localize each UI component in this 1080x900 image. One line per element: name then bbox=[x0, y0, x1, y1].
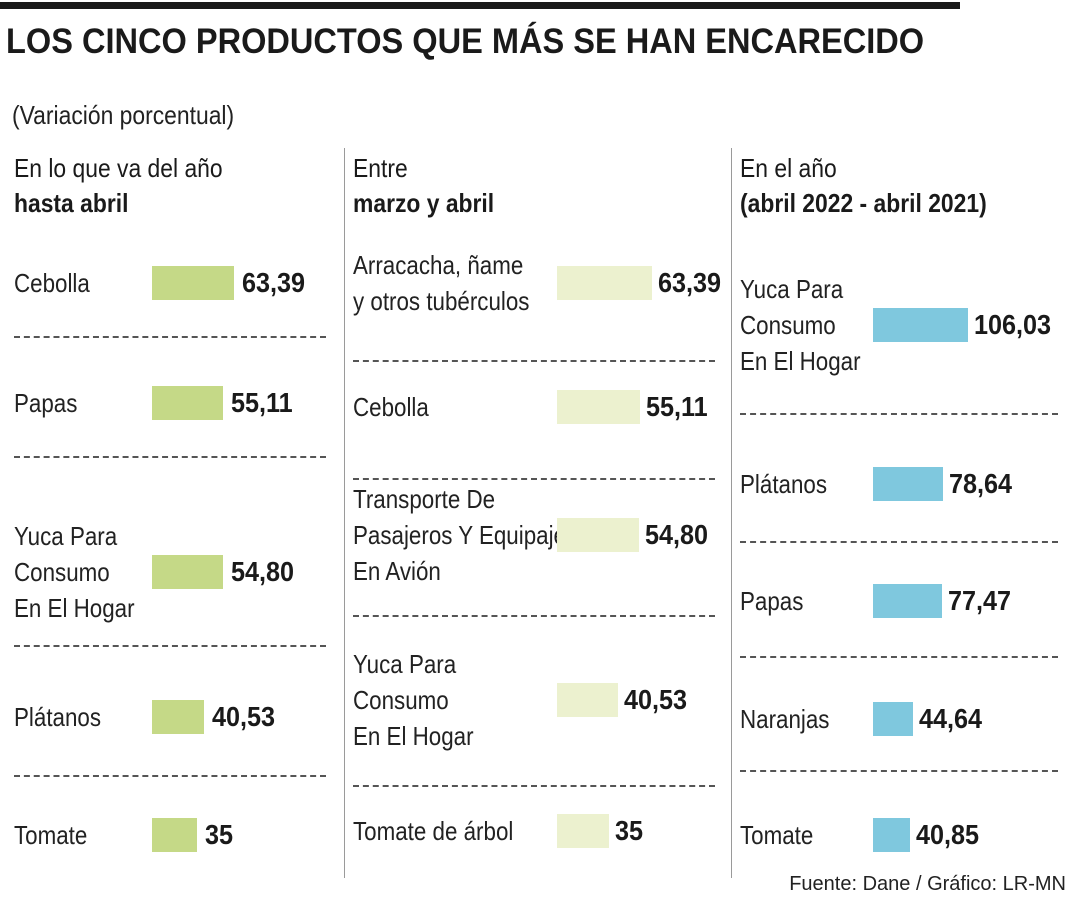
value-label: 78,64 bbox=[949, 468, 1013, 499]
panel-header: Entre marzo y abril bbox=[353, 151, 494, 221]
row-separator bbox=[740, 541, 1058, 543]
bar bbox=[557, 814, 610, 848]
panel-header-line2: hasta abril bbox=[14, 188, 129, 218]
value-label: 63,39 bbox=[242, 267, 306, 298]
category-label: Arracacha, ñame y otros tubérculos bbox=[353, 250, 530, 316]
bar bbox=[873, 584, 943, 618]
row-separator bbox=[14, 645, 326, 647]
category-label: Plátanos bbox=[740, 469, 828, 499]
value-label: 40,53 bbox=[623, 684, 687, 715]
bar bbox=[557, 390, 640, 424]
bar bbox=[873, 308, 968, 342]
category-label: Yuca Para Consumo En El Hogar bbox=[14, 521, 135, 623]
row-separator bbox=[740, 656, 1058, 658]
category-label: Transporte De Pasajeros Y Equipaje En Av… bbox=[353, 484, 566, 586]
row-separator bbox=[14, 775, 326, 777]
value-label: 40,85 bbox=[915, 819, 979, 850]
bar bbox=[557, 266, 652, 300]
category-label: Yuca Para Consumo En El Hogar bbox=[353, 649, 474, 751]
panel-header-line2: (abril 2022 - abril 2021) bbox=[740, 188, 987, 218]
top-rule bbox=[0, 2, 960, 9]
category-label: Tomate bbox=[14, 820, 88, 850]
panel-hasta-abril: En lo que va del año hasta abril Cebolla… bbox=[14, 145, 334, 880]
category-label: Plátanos bbox=[14, 702, 102, 732]
value-label: 63,39 bbox=[658, 267, 722, 298]
panel-header: En el año (abril 2022 - abril 2021) bbox=[740, 151, 987, 221]
row-separator bbox=[353, 785, 715, 787]
panel-header: En lo que va del año hasta abril bbox=[14, 151, 223, 221]
bar bbox=[557, 518, 640, 552]
panel-header-line1: En lo que va del año bbox=[14, 153, 223, 183]
bar bbox=[873, 467, 944, 501]
bar bbox=[152, 266, 234, 300]
value-label: 35 bbox=[205, 819, 234, 850]
value-label: 106,03 bbox=[974, 309, 1052, 340]
row-separator bbox=[353, 360, 715, 362]
bar bbox=[152, 818, 198, 852]
value-label: 54,80 bbox=[645, 519, 709, 550]
panel-marzo-abril: Entre marzo y abril Arracacha, ñame y ot… bbox=[353, 145, 728, 880]
category-label: Naranjas bbox=[740, 704, 830, 734]
chart-subtitle: (Variación porcentual) bbox=[12, 100, 235, 130]
bar bbox=[873, 702, 913, 736]
chart-title: LOS CINCO PRODUCTOS QUE MÁS SE HAN ENCAR… bbox=[6, 22, 925, 61]
category-label: Papas bbox=[14, 388, 78, 418]
category-label: Tomate de árbol bbox=[353, 816, 514, 846]
value-label: 55,11 bbox=[231, 387, 293, 418]
value-label: 35 bbox=[615, 815, 644, 846]
column-divider-2 bbox=[731, 148, 732, 878]
row-separator bbox=[353, 615, 715, 617]
category-label: Papas bbox=[740, 586, 804, 616]
row-separator bbox=[353, 478, 715, 480]
value-label: 40,53 bbox=[212, 701, 276, 732]
row-separator bbox=[740, 413, 1058, 415]
value-label: 44,64 bbox=[918, 703, 983, 734]
value-label: 77,47 bbox=[948, 585, 1012, 616]
value-label: 54,80 bbox=[230, 556, 294, 587]
row-separator bbox=[14, 336, 326, 338]
panel-en-el-ano: En el año (abril 2022 - abril 2021) Yuca… bbox=[740, 145, 1070, 880]
category-label: Cebolla bbox=[14, 268, 90, 298]
category-label: Tomate bbox=[740, 820, 814, 850]
category-label: Yuca Para Consumo En El Hogar bbox=[740, 274, 861, 376]
panel-header-line2: marzo y abril bbox=[353, 188, 495, 218]
bar bbox=[152, 555, 223, 589]
value-label: 55,11 bbox=[645, 391, 708, 422]
row-separator bbox=[740, 770, 1058, 772]
bar bbox=[557, 683, 618, 717]
bar bbox=[152, 700, 205, 734]
panel-header-line1: En el año bbox=[740, 153, 837, 183]
source-note: Fuente: Dane / Gráfico: LR-MN bbox=[789, 873, 1066, 895]
column-divider-1 bbox=[344, 148, 345, 878]
panel-header-line1: Entre bbox=[353, 153, 408, 183]
bar bbox=[152, 386, 224, 420]
row-separator bbox=[14, 456, 326, 458]
category-label: Cebolla bbox=[353, 392, 429, 422]
bar bbox=[873, 818, 910, 852]
